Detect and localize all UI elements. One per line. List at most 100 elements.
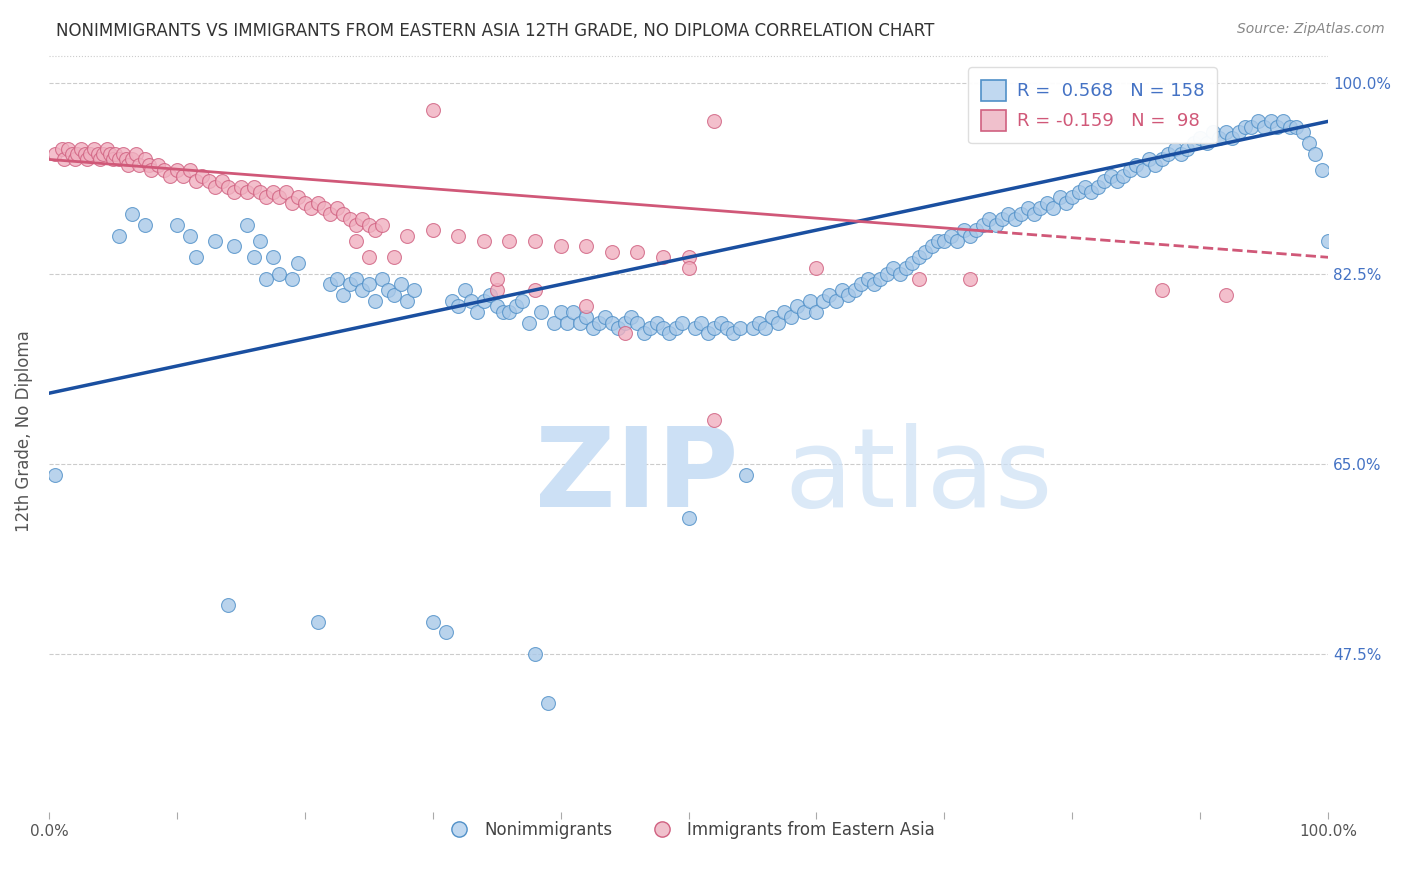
Point [274,185,297,199]
Point [422,103,444,118]
Point [91,147,114,161]
Point [530,304,553,318]
Point [1208,130,1230,145]
Point [1240,120,1263,134]
Point [121,153,143,167]
Point [773,304,796,318]
Point [907,272,929,286]
Point [1137,153,1160,167]
Point [70,142,93,156]
Point [402,283,425,297]
Point [447,228,470,243]
Text: atlas: atlas [785,424,1053,531]
Point [364,223,387,237]
Point [537,696,560,710]
Point [1022,207,1045,221]
Point [1010,207,1032,221]
Point [1132,163,1154,178]
Point [1247,114,1270,128]
Point [146,158,169,172]
Point [1125,158,1147,172]
Point [83,142,105,156]
Point [575,310,598,324]
Point [524,234,547,248]
Point [344,218,367,232]
Point [1150,283,1173,297]
Point [294,195,316,210]
Point [434,625,457,640]
Point [1119,163,1142,178]
Point [613,316,636,330]
Point [844,283,866,297]
Point [1170,147,1192,161]
Point [108,228,131,243]
Point [467,304,489,318]
Point [901,256,924,270]
Point [741,321,763,335]
Point [134,218,156,232]
Point [1074,179,1097,194]
Point [645,316,668,330]
Point [498,304,520,318]
Point [671,316,693,330]
Point [332,288,354,302]
Point [86,147,108,161]
Point [1265,120,1288,134]
Point [319,277,342,292]
Point [159,169,181,183]
Point [1215,288,1237,302]
Point [735,467,758,482]
Point [281,272,304,286]
Point [524,283,547,297]
Point [1310,163,1333,178]
Point [984,218,1007,232]
Point [141,163,163,178]
Point [1202,125,1225,139]
Point [312,202,335,216]
Point [979,212,1001,227]
Point [44,147,66,161]
Point [179,228,201,243]
Point [761,310,783,324]
Point [73,147,96,161]
Point [575,239,598,253]
Point [63,153,86,167]
Point [575,299,598,313]
Point [485,272,508,286]
Point [600,316,623,330]
Point [1298,136,1320,150]
Point [76,153,98,167]
Point [550,304,572,318]
Point [204,179,226,194]
Point [1087,179,1109,194]
Point [269,190,291,204]
Point [1317,234,1340,248]
Point [806,304,828,318]
Point [332,207,354,221]
Point [79,147,101,161]
Point [786,299,808,313]
Point [1150,153,1173,167]
Point [96,142,118,156]
Point [1080,185,1102,199]
Point [172,169,194,183]
Text: NONIMMIGRANTS VS IMMIGRANTS FROM EASTERN ASIA 12TH GRADE, NO DIPLOMA CORRELATION: NONIMMIGRANTS VS IMMIGRANTS FROM EASTERN… [56,22,935,40]
Point [236,218,259,232]
Point [1227,125,1250,139]
Point [652,250,675,264]
Point [907,250,929,264]
Point [281,195,304,210]
Point [249,234,271,248]
Point [709,316,731,330]
Point [806,261,828,276]
Point [889,267,911,281]
Point [1260,114,1282,128]
Point [352,283,374,297]
Point [1112,169,1135,183]
Point [236,185,259,199]
Point [550,239,572,253]
Point [326,202,349,216]
Point [440,293,463,308]
Point [307,615,329,629]
Point [914,244,936,259]
